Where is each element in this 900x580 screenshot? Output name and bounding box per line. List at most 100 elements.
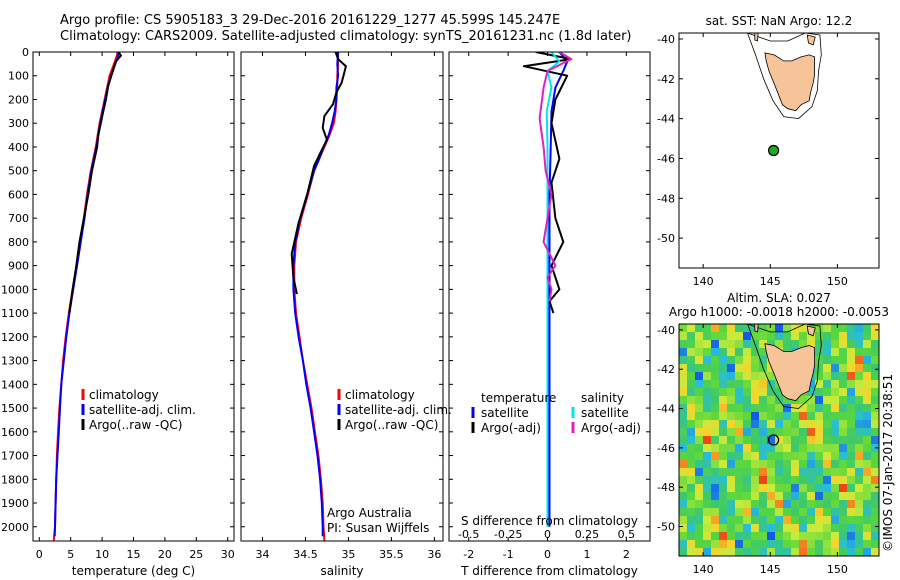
salinity-frame: [240, 51, 444, 542]
sla-cell: [743, 460, 752, 469]
sla-cell: [871, 508, 879, 517]
sla-cell: [735, 404, 744, 413]
sla-cell: [743, 476, 752, 485]
sla-cell: [815, 356, 824, 365]
sla-cell: [823, 476, 832, 485]
sla-cell: [759, 324, 768, 333]
sla-cell: [719, 428, 728, 437]
sla-cell: [815, 460, 824, 469]
sla-cell: [687, 444, 696, 453]
sla-cell: [799, 404, 808, 413]
sla-cell: [687, 436, 696, 445]
sla-cell: [863, 348, 872, 357]
sla-cell: [775, 388, 784, 397]
sla-cell: [711, 500, 720, 509]
sst-map-xtick-label: 140: [693, 275, 714, 288]
sla-cell: [847, 508, 856, 517]
sla-cell: [783, 412, 792, 421]
sla-cell: [823, 332, 832, 341]
sla-cell: [815, 484, 824, 493]
sla-cell: [719, 420, 728, 429]
sla-cell: [727, 500, 736, 509]
sla-cell: [815, 332, 824, 341]
depth-tick-label: 100: [8, 70, 29, 83]
sla-cell: [807, 412, 816, 421]
sst-map-ytick-label: -44: [657, 113, 675, 126]
sla-cell: [687, 324, 696, 333]
sla-cell: [687, 428, 696, 437]
sla-cell: [719, 484, 728, 493]
sla-cell: [711, 452, 720, 461]
sla-cell: [719, 540, 728, 549]
sla-cell: [799, 460, 808, 469]
sla-cell: [767, 404, 776, 413]
sla-cell: [711, 372, 720, 381]
sla-cell: [719, 356, 728, 365]
sla-cell: [727, 508, 736, 517]
sla-cell: [807, 380, 816, 389]
sla-cell: [855, 348, 864, 357]
sla-cell: [687, 412, 696, 421]
sla-map-ytick-label: -48: [657, 481, 675, 494]
sla-cell: [759, 540, 768, 549]
diff-top-tick-label: 0: [544, 528, 551, 541]
sla-cell: [783, 492, 792, 501]
sla-cell: [823, 484, 832, 493]
sla-cell: [703, 396, 712, 405]
sla-cell: [855, 444, 864, 453]
sla-cell: [855, 404, 864, 413]
sla-cell: [855, 516, 864, 525]
sla-cell: [759, 500, 768, 509]
sla-cell: [807, 508, 816, 517]
sla-cell: [823, 508, 832, 517]
sla-cell: [743, 516, 752, 525]
sla-cell: [687, 364, 696, 373]
sla-cell: [695, 436, 704, 445]
sla-cell: [871, 348, 879, 357]
sla-cell: [791, 540, 800, 549]
sla-cell: [743, 428, 752, 437]
sla-map-title: Altim. SLA: 0.027: [727, 291, 831, 305]
sla-cell: [727, 380, 736, 389]
sla-cell: [719, 532, 728, 541]
sla-cell: [735, 428, 744, 437]
sla-cell: [839, 340, 848, 349]
sla-cell: [815, 516, 824, 525]
sst-map-title: sat. SST: NaN Argo: 12.2: [706, 14, 853, 28]
sla-cell: [751, 532, 760, 541]
sla-cell: [847, 476, 856, 485]
sla-cell: [855, 372, 864, 381]
sla-cell: [727, 372, 736, 381]
difference-xtick-label: -1: [503, 548, 514, 561]
sla-cell: [863, 476, 872, 485]
sla-cell: [711, 388, 720, 397]
sla-cell: [839, 524, 848, 533]
sla-cell: [711, 540, 720, 549]
sla-cell: [767, 460, 776, 469]
depth-tick-label: 900: [8, 260, 29, 273]
sla-cell: [839, 508, 848, 517]
sla-cell: [831, 540, 840, 549]
sla-cell: [847, 380, 856, 389]
sla-cell: [775, 412, 784, 421]
sla-cell: [767, 388, 776, 397]
sla-cell: [711, 396, 720, 405]
sla-cell: [807, 340, 816, 349]
sla-cell: [719, 348, 728, 357]
sla-cell: [775, 492, 784, 501]
sla-cell: [831, 508, 840, 517]
sla-cell: [807, 420, 816, 429]
sla-cell: [767, 532, 776, 541]
sla-cell: [863, 332, 872, 341]
sla-cell: [679, 436, 688, 445]
sla-cell: [791, 476, 800, 485]
sla-cell: [743, 548, 752, 556]
sla-cell: [727, 452, 736, 461]
sla-map-xtick-label: 150: [827, 563, 848, 576]
sla-cell: [711, 444, 720, 453]
sla-cell: [735, 388, 744, 397]
sla-cell: [759, 428, 768, 437]
temperature-xtick-label: 20: [158, 548, 172, 561]
sla-cell: [719, 436, 728, 445]
salinity-xlabel: salinity: [320, 564, 363, 578]
